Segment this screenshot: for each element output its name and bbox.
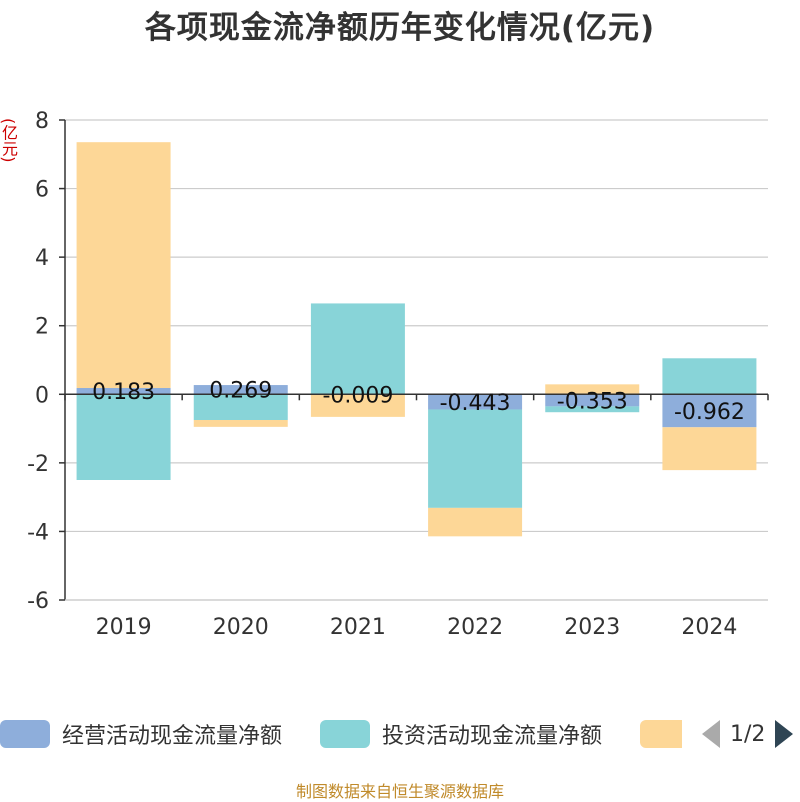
legend-label-investing: 投资活动现金流量净额: [382, 724, 603, 749]
bar-2023-series-1: [545, 406, 640, 413]
data-label: 0.183: [92, 380, 155, 405]
chart-title: 各项现金流净额历年变化情况(亿元): [144, 10, 656, 46]
y-tick-label: 2: [35, 315, 49, 340]
legend: 经营活动现金流量净额 投资活动现金流量净额 1/2: [0, 712, 800, 756]
x-tick-label: 2023: [564, 615, 620, 640]
x-tick-label: 2020: [213, 615, 269, 640]
y-axis-unit-label: (亿元): [0, 118, 18, 163]
bar-2022-series-2: [428, 507, 523, 537]
legend-item-investing[interactable]: 投资活动现金流量净额: [320, 712, 602, 756]
bars: [76, 142, 757, 537]
bar-2021-series-2: [310, 394, 405, 417]
bar-2020-series-2: [193, 420, 288, 427]
data-label: -0.009: [322, 383, 393, 408]
legend-item-operating[interactable]: 经营活动现金流量净额: [0, 712, 282, 756]
bar-2024-series-0: [662, 394, 757, 428]
x-tick-label: 2022: [447, 615, 503, 640]
y-tick-label: 0: [35, 383, 49, 408]
data-source-footer: 制图数据来自恒生聚源数据库: [295, 782, 504, 801]
data-label: -0.353: [557, 389, 628, 414]
data-label: -0.962: [674, 400, 745, 425]
x-tick-label: 2024: [681, 615, 737, 640]
legend-label-operating: 经营活动现金流量净额: [62, 724, 283, 749]
bar-2019-series-2: [76, 142, 171, 389]
bar-2020-series-0: [193, 385, 288, 395]
y-tick-label: 4: [35, 246, 49, 271]
axes: [64, 120, 769, 601]
bar-2024-series-2: [662, 427, 757, 471]
bar-chart: -6 -4 -2 0 2 4 6 8 2019 2020 2021 2022 2023 2024 0.1…: [27, 109, 769, 640]
y-tick-label: -6: [27, 589, 49, 614]
y-axis-ticks: -6 -4 -2 0 2 4 6 8: [27, 109, 65, 614]
bar-2022-series-0: [428, 394, 523, 410]
legend-pager: 1/2: [702, 712, 794, 756]
legend-swatch-operating: [0, 720, 50, 748]
x-tick-label: 2019: [96, 615, 152, 640]
data-label: 0.269: [209, 379, 272, 404]
bar-2024-series-1: [662, 358, 757, 395]
bar-2023-series-0: [545, 394, 640, 407]
legend-prev-icon[interactable]: [702, 720, 720, 748]
x-tick-label: 2021: [330, 615, 386, 640]
bar-2020-series-1: [193, 394, 288, 420]
y-tick-label: -2: [27, 452, 49, 477]
bar-2019-series-1: [76, 394, 171, 480]
y-tick-label: 6: [35, 178, 49, 203]
legend-swatch-financing: [640, 720, 682, 748]
y-tick-label: 8: [35, 109, 49, 134]
legend-swatch-investing: [320, 720, 370, 748]
bar-2023-series-2: [545, 384, 640, 395]
y-tick-label: -4: [27, 520, 49, 545]
data-label: -0.443: [440, 391, 511, 416]
legend-item-financing[interactable]: [640, 712, 682, 756]
data-labels: 0.183 0.269 -0.009 -0.443 -0.353 -0.962: [92, 379, 745, 425]
bar-2019-series-0: [76, 388, 171, 395]
x-axis-ticks: 2019 2020 2021 2022 2023 2024: [96, 615, 738, 640]
legend-next-icon[interactable]: [775, 720, 794, 748]
legend-page-indicator: 1/2: [730, 721, 766, 747]
bar-2022-series-1: [428, 409, 523, 508]
bar-2021-series-1: [310, 303, 405, 395]
